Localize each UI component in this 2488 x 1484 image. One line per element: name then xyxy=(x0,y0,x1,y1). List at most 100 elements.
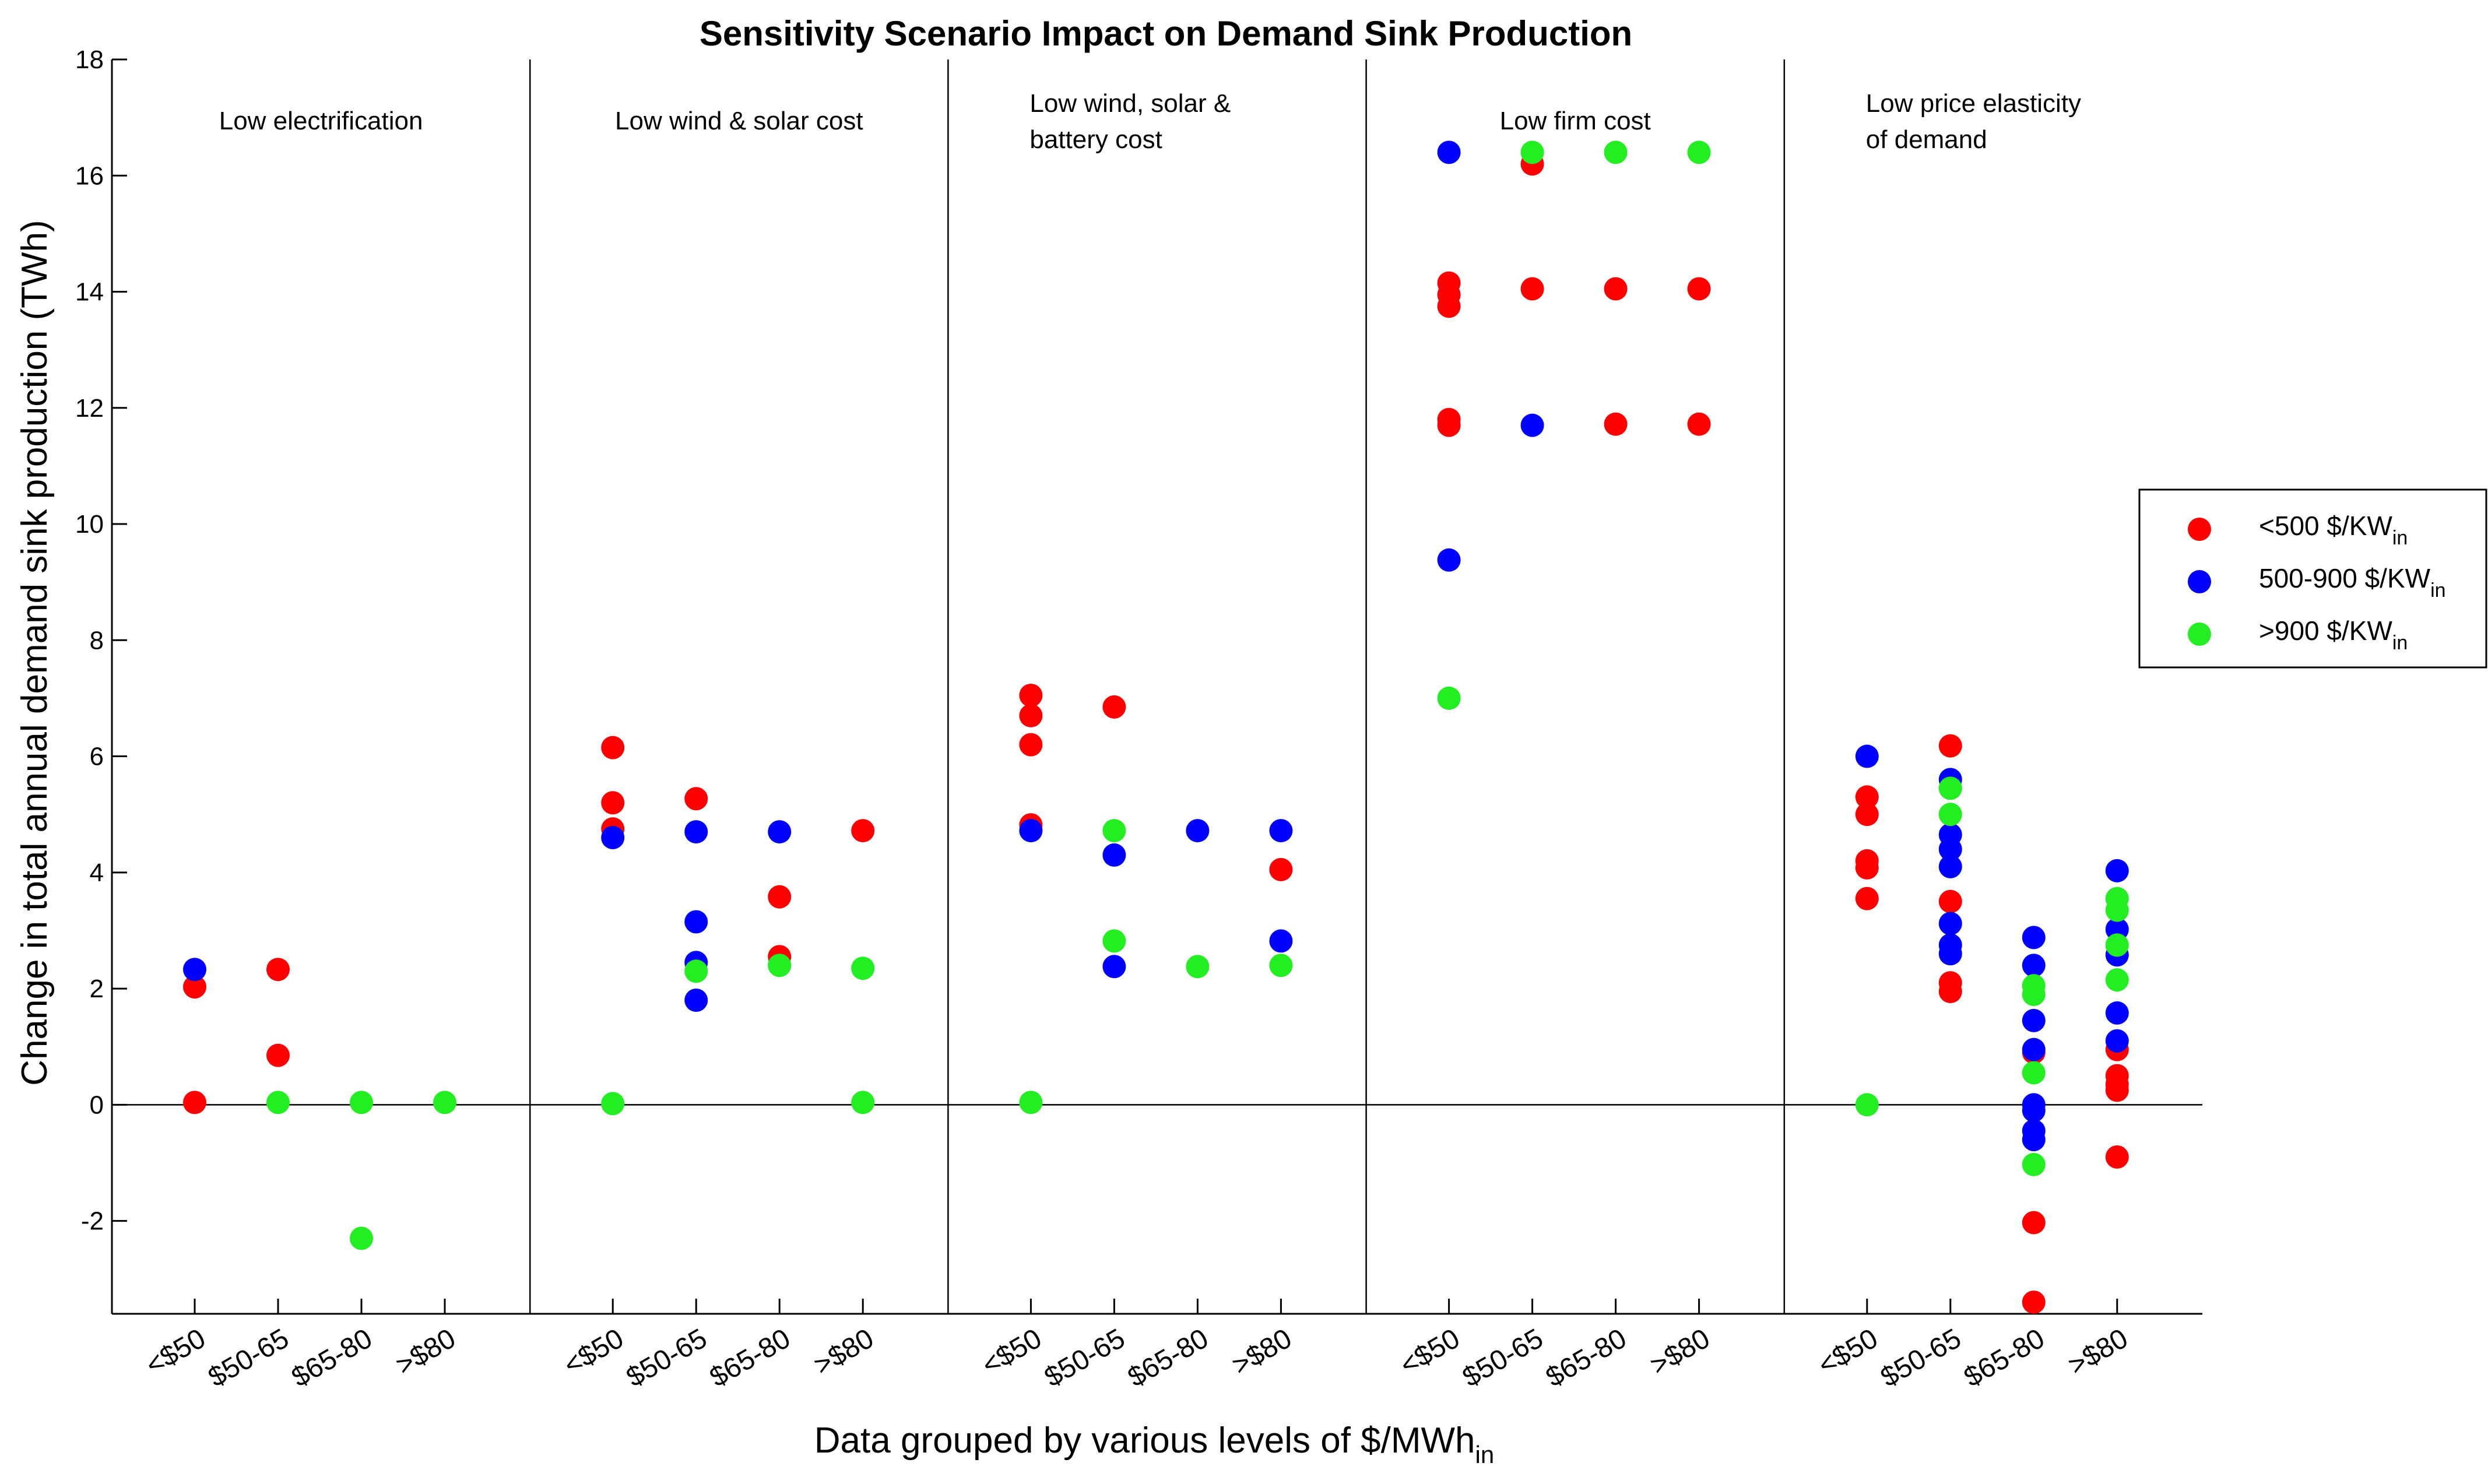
legend-label-main: >900 $/KW xyxy=(2259,616,2392,646)
data-points xyxy=(183,140,2129,1314)
panel-label-line: Low wind & solar cost xyxy=(615,107,863,135)
data-point-green xyxy=(1186,955,1210,979)
data-point-blue xyxy=(1269,929,1293,953)
y-tick-label: 2 xyxy=(90,975,104,1003)
data-point-blue xyxy=(1437,140,1461,164)
data-point-blue xyxy=(684,820,708,844)
legend-label-main: <500 $/KW xyxy=(2259,511,2392,541)
panel-labels: Low electrification Low wind & solar cost… xyxy=(219,89,2081,154)
chart-title: Sensitivity Scenario Impact on Demand Si… xyxy=(700,14,1632,53)
legend-label: >900 $/KWin xyxy=(2259,616,2408,654)
data-point-red xyxy=(768,885,792,909)
data-point-red xyxy=(2105,1078,2129,1102)
data-point-green xyxy=(1102,819,1126,843)
data-point-green xyxy=(1855,1093,1879,1117)
data-point-blue xyxy=(1938,854,1962,878)
data-point-blue xyxy=(1019,819,1043,843)
data-point-red xyxy=(1019,683,1043,707)
data-point-red xyxy=(1604,277,1628,301)
y-tick-label: 6 xyxy=(90,743,104,771)
data-point-red xyxy=(2022,1211,2046,1235)
data-point-blue xyxy=(768,820,792,844)
data-point-red xyxy=(1938,889,1962,913)
data-point-red xyxy=(684,787,708,811)
data-point-green xyxy=(2022,1061,2046,1085)
data-point-red xyxy=(1102,695,1126,719)
data-point-green xyxy=(350,1091,373,1114)
legend-label-subscript: in xyxy=(2392,632,2408,654)
data-point-green xyxy=(1019,1091,1043,1114)
data-point-green xyxy=(2105,898,2129,922)
data-point-green xyxy=(1604,140,1628,164)
data-point-green xyxy=(1938,776,1962,800)
data-point-green xyxy=(851,1091,875,1114)
data-point-blue xyxy=(1102,955,1126,979)
data-point-red xyxy=(1855,856,1879,880)
data-point-blue xyxy=(2022,1038,2046,1061)
data-point-blue xyxy=(1186,819,1210,843)
panel-label-line: Low wind, solar & xyxy=(1029,89,1231,118)
data-point-blue xyxy=(2105,859,2129,882)
legend-label-subscript: in xyxy=(2392,527,2408,549)
data-point-blue xyxy=(1938,912,1962,936)
data-point-red xyxy=(183,975,206,999)
y-tick-label: 16 xyxy=(75,161,104,190)
data-point-green xyxy=(768,954,792,977)
data-point-red xyxy=(266,1043,290,1067)
data-point-blue xyxy=(2022,1008,2046,1032)
data-point-red xyxy=(1437,294,1461,318)
data-point-red xyxy=(1938,734,1962,758)
data-point-red xyxy=(1269,857,1293,881)
data-point-red xyxy=(183,1091,206,1114)
data-point-red xyxy=(1855,887,1879,910)
data-point-red xyxy=(1019,704,1043,727)
panel-label: Low wind, solar & battery cost xyxy=(1029,89,1231,154)
data-point-red xyxy=(1604,412,1628,436)
y-tick-label: 4 xyxy=(90,859,104,887)
panel-label: Low electrification xyxy=(219,107,423,135)
data-point-green xyxy=(2022,1152,2046,1176)
data-point-green xyxy=(1687,140,1711,164)
panel-label: Low price elasticity of demand xyxy=(1866,89,2081,154)
data-point-red xyxy=(266,958,290,982)
y-axis: -2 0 2 4 6 8 10 12 14 16 18 xyxy=(75,45,127,1236)
y-tick-label: 14 xyxy=(75,278,104,307)
y-axis-label: Change in total annual demand sink produ… xyxy=(15,220,55,1085)
panel-label: Low wind & solar cost xyxy=(615,107,863,135)
data-point-green xyxy=(1437,686,1461,710)
data-point-green xyxy=(1102,929,1126,953)
y-tick-label: 0 xyxy=(90,1091,104,1119)
data-point-blue xyxy=(1855,744,1879,768)
y-tick-label: 18 xyxy=(75,45,104,74)
data-point-blue xyxy=(1938,837,1962,861)
legend-marker-green xyxy=(2188,623,2211,646)
data-point-red xyxy=(601,791,625,815)
legend-label-main: 500-900 $/KW xyxy=(2259,563,2431,593)
data-point-blue xyxy=(2022,1099,2046,1123)
data-point-blue xyxy=(2022,1128,2046,1152)
y-tick-label: 8 xyxy=(90,626,104,655)
panel-label-line: Low electrification xyxy=(219,107,423,135)
data-point-red xyxy=(601,736,625,759)
x-axis-label: Data grouped by various levels of $/MWhi… xyxy=(814,1420,1494,1468)
data-point-red xyxy=(1855,803,1879,827)
data-point-green xyxy=(2105,933,2129,957)
x-axis-label-subscript: in xyxy=(1475,1441,1495,1468)
data-point-blue xyxy=(1437,548,1461,572)
data-point-red xyxy=(1855,785,1879,809)
data-point-green xyxy=(1938,803,1962,827)
data-point-blue xyxy=(2105,1029,2129,1053)
data-point-green xyxy=(350,1226,373,1250)
data-point-red xyxy=(1687,412,1711,436)
data-point-blue xyxy=(684,910,708,934)
panel-label-line: Low price elasticity xyxy=(1866,89,2081,118)
data-point-blue xyxy=(2022,926,2046,950)
panel-dividers xyxy=(529,59,1786,1314)
data-point-red xyxy=(1687,277,1711,301)
data-point-red xyxy=(2022,1290,2046,1314)
data-point-blue xyxy=(1520,413,1544,437)
